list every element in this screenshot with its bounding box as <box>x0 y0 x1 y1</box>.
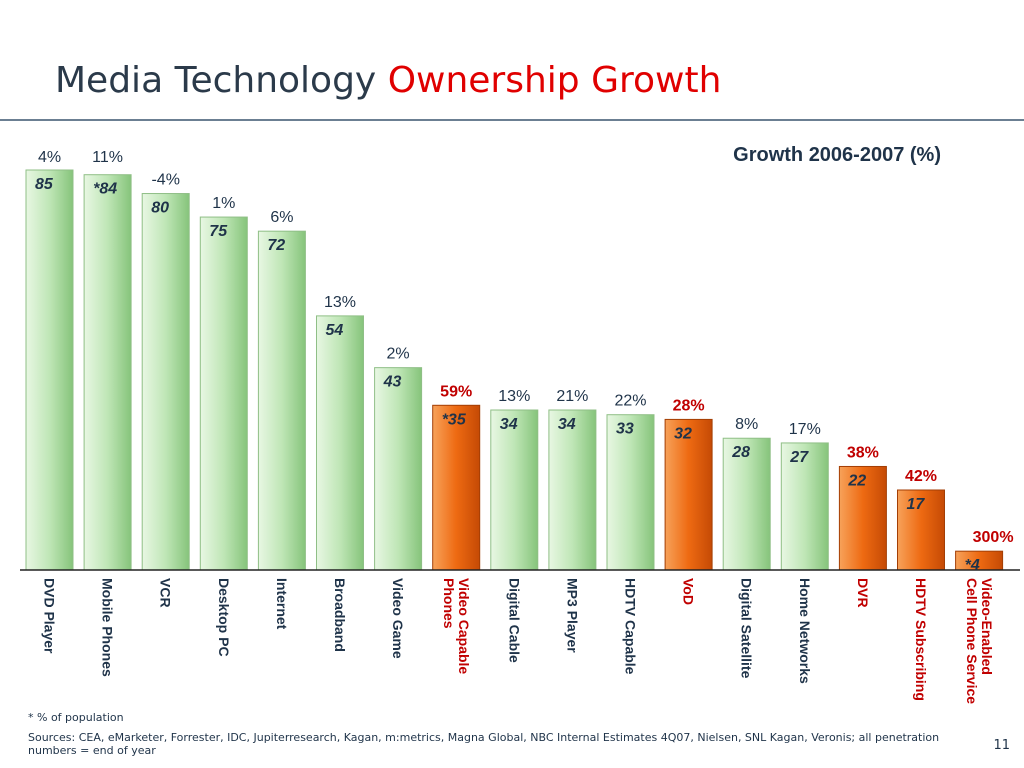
value-label-video-game: 43 <box>383 374 402 391</box>
category-label-line: Digital Satellite <box>739 578 755 679</box>
growth-label-broadband: 13% <box>324 294 356 311</box>
growth-label-internet: 6% <box>270 209 293 226</box>
category-label-mobile-phones: Mobile Phones <box>100 578 116 677</box>
category-label-line: VCR <box>158 578 174 608</box>
bar-home-networks <box>780 442 829 571</box>
bar-vod <box>664 418 713 571</box>
category-label-hdtv-capable: HDTV Capable <box>623 578 639 675</box>
growth-label-desktop-pc: 1% <box>212 195 235 212</box>
bar-video-game <box>374 367 423 571</box>
labels-layer: 85 4% DVD Player *84 11% Mobile Phones 80 -4% VC… <box>35 149 1014 704</box>
growth-label-vcr: -4% <box>151 172 179 189</box>
growth-label-dvd-player: 4% <box>38 149 61 166</box>
sources-note: Sources: CEA, eMarketer, Forrester, IDC,… <box>28 731 940 757</box>
bar-broadband <box>316 315 364 571</box>
growth-label-video-enabled-cell-phone-service: 300% <box>973 529 1014 546</box>
growth-label-dvr: 38% <box>847 444 879 461</box>
value-label-broadband: 54 <box>326 322 344 339</box>
bar-digital-satellite <box>722 437 771 571</box>
value-label-video-capable-phones: *35 <box>442 411 467 428</box>
bar-hdtv-subscribing <box>897 489 945 571</box>
value-label-video-enabled-cell-phone-service: *4 <box>965 557 980 574</box>
bar-dvd-player <box>25 169 74 571</box>
growth-label-digital-satellite: 8% <box>735 416 758 433</box>
growth-label-hdtv-subscribing: 42% <box>905 468 937 485</box>
category-label-internet: Internet <box>274 578 290 630</box>
chart-title: Growth 2006-2007 (%) <box>733 144 941 166</box>
category-label-line: DVR <box>855 578 871 608</box>
growth-label-video-game: 2% <box>387 346 410 363</box>
growth-label-video-capable-phones: 59% <box>440 383 472 400</box>
bars-layer <box>25 169 1004 571</box>
bar-internet <box>257 230 306 571</box>
category-label-line: HDTV Capable <box>623 578 639 675</box>
category-label-dvr: DVR <box>855 578 871 608</box>
category-label-home-networks: Home Networks <box>797 578 813 684</box>
bar-mobile-phones <box>83 174 132 571</box>
category-label-line: Mobile Phones <box>100 578 116 677</box>
category-label-line: Home Networks <box>797 578 813 684</box>
category-label-line: MP3 Player <box>564 578 580 653</box>
category-label-line: Broadband <box>332 578 348 652</box>
title-divider <box>0 119 1024 121</box>
value-label-hdtv-subscribing: 17 <box>907 496 926 513</box>
slide-title-main: Media Technology <box>55 60 377 101</box>
category-label-line: Internet <box>274 578 290 630</box>
slide-title-accent: Ownership Growth <box>387 60 722 101</box>
growth-label-digital-cable: 13% <box>498 388 530 405</box>
slide-title: Media Technology Ownership Growth <box>55 60 721 101</box>
value-label-mp3-player: 34 <box>558 416 576 433</box>
bar-hdtv-capable <box>606 414 655 571</box>
footnote: * % of population <box>28 711 124 724</box>
category-label-line: Video Capable <box>456 578 472 674</box>
category-label-line: Digital Cable <box>506 578 522 663</box>
category-label-line: Phones <box>441 578 457 629</box>
growth-label-hdtv-capable: 22% <box>614 393 646 410</box>
bar-mp3-player <box>548 409 597 571</box>
value-label-home-networks: 27 <box>789 449 809 466</box>
value-label-digital-cable: 34 <box>500 416 518 433</box>
page-number: 11 <box>993 738 1010 753</box>
category-label-line: Cell Phone Service <box>964 578 980 704</box>
category-label-line: DVD Player <box>42 578 58 654</box>
category-label-vod: VoD <box>681 578 697 605</box>
growth-label-mobile-phones: 11% <box>92 149 123 166</box>
category-label-hdtv-subscribing: HDTV Subscribing <box>913 578 929 701</box>
value-label-desktop-pc: 75 <box>209 223 228 240</box>
bar-dvr <box>838 465 887 571</box>
category-label-desktop-pc: Desktop PC <box>216 578 232 657</box>
growth-label-home-networks: 17% <box>789 421 821 438</box>
category-label-dvd-player: DVD Player <box>42 578 58 654</box>
value-label-mobile-phones: *84 <box>93 181 117 198</box>
value-label-internet: 72 <box>267 237 285 254</box>
category-label-digital-cable: Digital Cable <box>506 578 522 663</box>
category-label-line: HDTV Subscribing <box>913 578 929 701</box>
category-label-line: Desktop PC <box>216 578 232 657</box>
category-label-line: Video-Enabled <box>979 578 995 675</box>
bar-vcr <box>141 193 190 571</box>
growth-label-mp3-player: 21% <box>556 388 588 405</box>
category-label-digital-satellite: Digital Satellite <box>739 578 755 679</box>
category-label-broadband: Broadband <box>332 578 348 652</box>
bar-video-capable-phones <box>432 404 481 571</box>
category-label-mp3-player: MP3 Player <box>564 578 580 653</box>
value-label-vod: 32 <box>674 425 692 442</box>
category-label-line: Video Game <box>390 578 406 659</box>
value-label-dvr: 22 <box>847 472 866 489</box>
value-label-vcr: 80 <box>151 200 169 217</box>
value-label-digital-satellite: 28 <box>731 444 750 461</box>
value-label-dvd-player: 85 <box>35 176 54 193</box>
category-label-line: VoD <box>681 578 697 605</box>
growth-label-vod: 28% <box>673 397 705 414</box>
bar-digital-cable <box>490 409 539 571</box>
value-label-hdtv-capable: 33 <box>616 421 634 438</box>
category-label-video-game: Video Game <box>390 578 406 659</box>
category-label-vcr: VCR <box>158 578 174 608</box>
bar-desktop-pc <box>199 216 248 571</box>
